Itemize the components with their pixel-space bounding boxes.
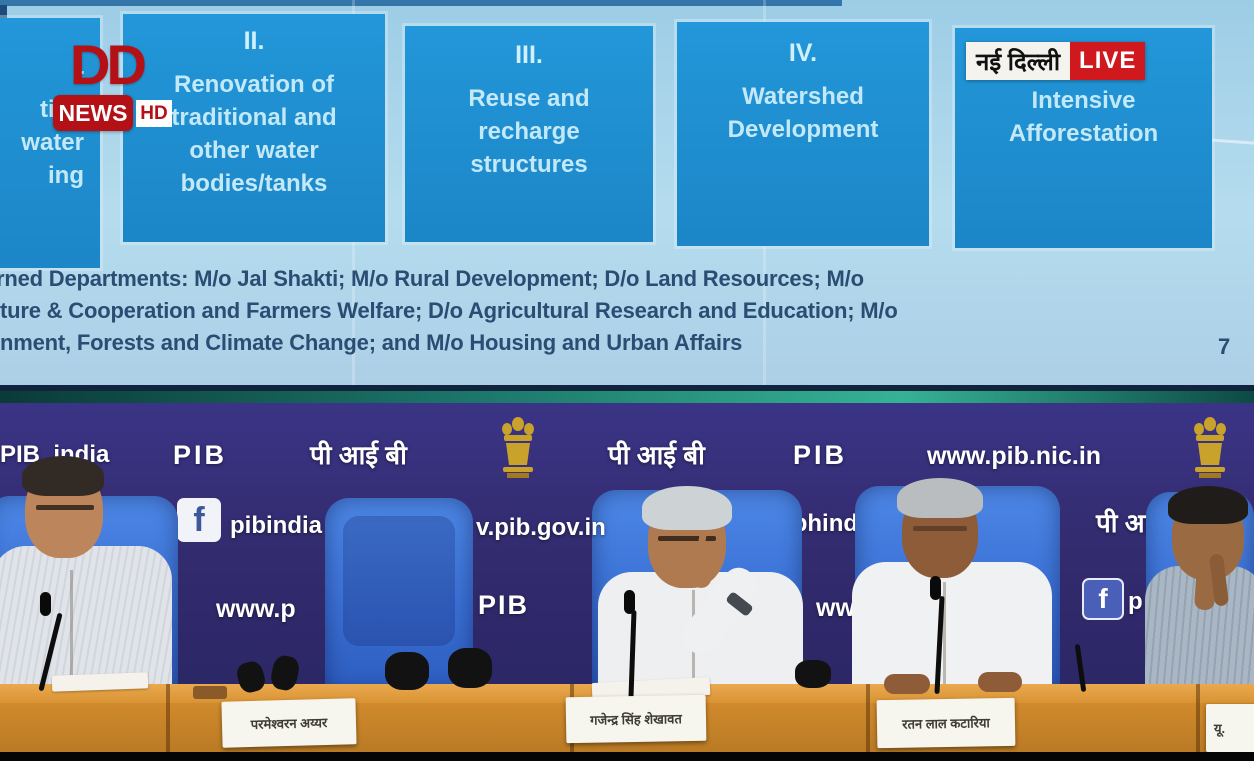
- backdrop-pib-hindi-1: पी आई बी: [310, 440, 407, 470]
- backdrop-url-fragment-2: ww: [816, 594, 855, 622]
- backdrop-pib-2: PIB: [793, 440, 848, 470]
- chair-empty: [325, 498, 473, 694]
- nameplate-3: रतन लाल कटारिया: [876, 697, 1016, 749]
- slide-box-2: II. Renovation of traditional and other …: [123, 14, 385, 242]
- table-seam: [866, 684, 870, 753]
- slide-box-3-numeral: III.: [515, 41, 543, 69]
- slide-box-1-text: r: [74, 63, 84, 90]
- person-official-left: [0, 450, 190, 701]
- departments-line-3: nment, Forests and Climate Change; and M…: [0, 330, 743, 355]
- bottom-letterbox: [0, 752, 1254, 761]
- person-mos: [845, 462, 1065, 702]
- nameplate-4: यू.: [1206, 704, 1254, 752]
- facebook-icon: f: [177, 498, 221, 542]
- backdrop-pib-3: PIB: [478, 590, 530, 620]
- scene-divider: [0, 385, 1254, 391]
- slide-box-3: III. Reuse and recharge structures: [405, 26, 653, 242]
- table-seam: [1196, 684, 1200, 753]
- microphone-icon: [930, 576, 941, 600]
- backdrop-url-pib-nic: www.pib.nic.in: [927, 442, 1102, 470]
- person-3-brow: [913, 526, 967, 531]
- backdrop-url-pib-gov: v.pib.gov.in: [476, 514, 606, 541]
- nameplate-2: गजेन्द्र सिंह शेखावत: [565, 694, 707, 744]
- microphone-base: [795, 660, 831, 688]
- dd-news-badge: NEWS: [53, 95, 133, 131]
- microphone-base: [385, 652, 429, 690]
- backdrop-pib-hindi-3: पी आ: [1096, 508, 1152, 538]
- page-number: 7: [1218, 334, 1231, 359]
- microphone-icon: [40, 592, 51, 616]
- person-4-hair: [1168, 486, 1248, 524]
- ashoka-emblem-icon: [498, 416, 538, 480]
- dd-hd-badge: HD: [136, 100, 172, 127]
- live-location: नई दिल्ली: [966, 42, 1071, 80]
- person-1-glasses: [36, 505, 94, 510]
- person-3-hair: [897, 478, 983, 518]
- table-seam: [166, 684, 170, 753]
- dd-logo: DD: [70, 33, 147, 96]
- person-3-hand-left: [884, 674, 930, 694]
- person-official-right: [1140, 470, 1254, 702]
- microphone-icon: [624, 590, 635, 614]
- backdrop-pib-hindi-2: पी आई बी: [608, 440, 705, 470]
- slide-box-4: IV. Watershed Development: [677, 22, 929, 246]
- spectacle-case: [193, 686, 227, 699]
- departments-line-1: rned Departments: M/o Jal Shakti; M/o Ru…: [0, 266, 864, 292]
- slide-top-edge: [0, 0, 842, 6]
- departments-line-2: ture & Cooperation and Farmers Welfare; …: [0, 298, 898, 323]
- person-3-kurta: [852, 562, 1052, 702]
- slide-box-2-numeral: II.: [243, 27, 265, 55]
- departments-lead: rned Departments:: [0, 266, 189, 291]
- backdrop-facebook-handle: pibindia: [230, 512, 322, 539]
- backdrop-pib-1: PIB: [173, 440, 228, 470]
- slide-box-4-numeral: IV.: [788, 39, 818, 67]
- ashoka-emblem-icon: [1190, 416, 1230, 480]
- live-badge: नई दिल्ली LIVE: [966, 42, 1146, 80]
- microphone-base: [448, 648, 492, 688]
- person-1-hair: [22, 456, 104, 496]
- person-minister: [580, 470, 820, 705]
- teal-strip: [0, 391, 1254, 403]
- backdrop-url-fragment-1: www.p: [216, 595, 296, 623]
- slide-box-1: r tion water ing: [0, 18, 100, 268]
- backdrop-facebook-fragment: p: [1128, 588, 1143, 615]
- person-2-hair: [642, 486, 732, 530]
- nameplate-1: परमेश्वरन अय्यर: [221, 698, 357, 748]
- live-label: LIVE: [1070, 42, 1146, 80]
- paper-sheet: [51, 672, 149, 692]
- facebook-icon: f: [1082, 578, 1124, 620]
- person-3-hand-right: [978, 672, 1022, 692]
- person-2-glasses: [658, 536, 716, 541]
- screen-crease: [1207, 138, 1254, 145]
